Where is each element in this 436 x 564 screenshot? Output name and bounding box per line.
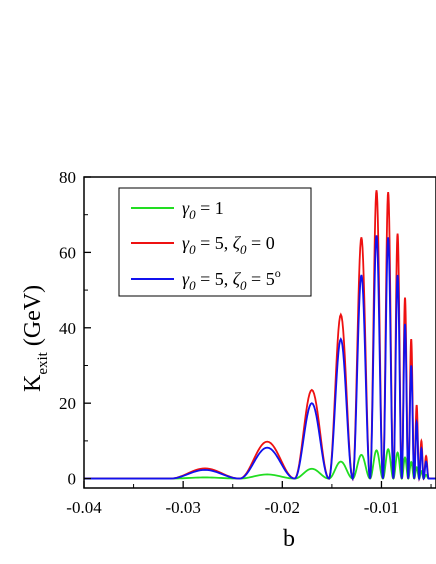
y-axis-title: Kexit (GeV) <box>20 285 51 392</box>
x-axis-title: b <box>283 526 295 552</box>
y-tick-label: 0 <box>68 470 77 489</box>
y-axis-title-sub: exit <box>35 351 51 374</box>
x-tick-label: -0.01 <box>364 498 399 517</box>
plot-frame <box>83 176 436 489</box>
legend: γ0 = 1 γ0 = 5, ζ0 = 0 γ0 = 5, ζ0 = 5o <box>118 187 312 297</box>
x-tick-label: -0.03 <box>165 498 200 517</box>
y-axis-title-unit: (GeV) <box>20 285 46 352</box>
series-layer <box>84 190 436 482</box>
ticks-layer: -0.04 -0.03 -0.02 -0.01 0 20 40 60 80 <box>59 168 432 517</box>
y-tick-label: 40 <box>59 319 76 338</box>
legend-label-2: γ0 = 5, ζ0 = 0 <box>182 233 275 257</box>
y-tick-label: 20 <box>59 394 76 413</box>
x-tick-label: -0.02 <box>265 498 300 517</box>
y-tick-label: 80 <box>59 168 76 187</box>
legend-label-1: γ0 = 1 <box>182 198 224 222</box>
y-tick-label: 60 <box>59 243 76 262</box>
series-line-3 <box>84 235 436 482</box>
legend-label-3: γ0 = 5, ζ0 = 5o <box>182 266 281 293</box>
x-tick-label: -0.04 <box>66 498 102 517</box>
